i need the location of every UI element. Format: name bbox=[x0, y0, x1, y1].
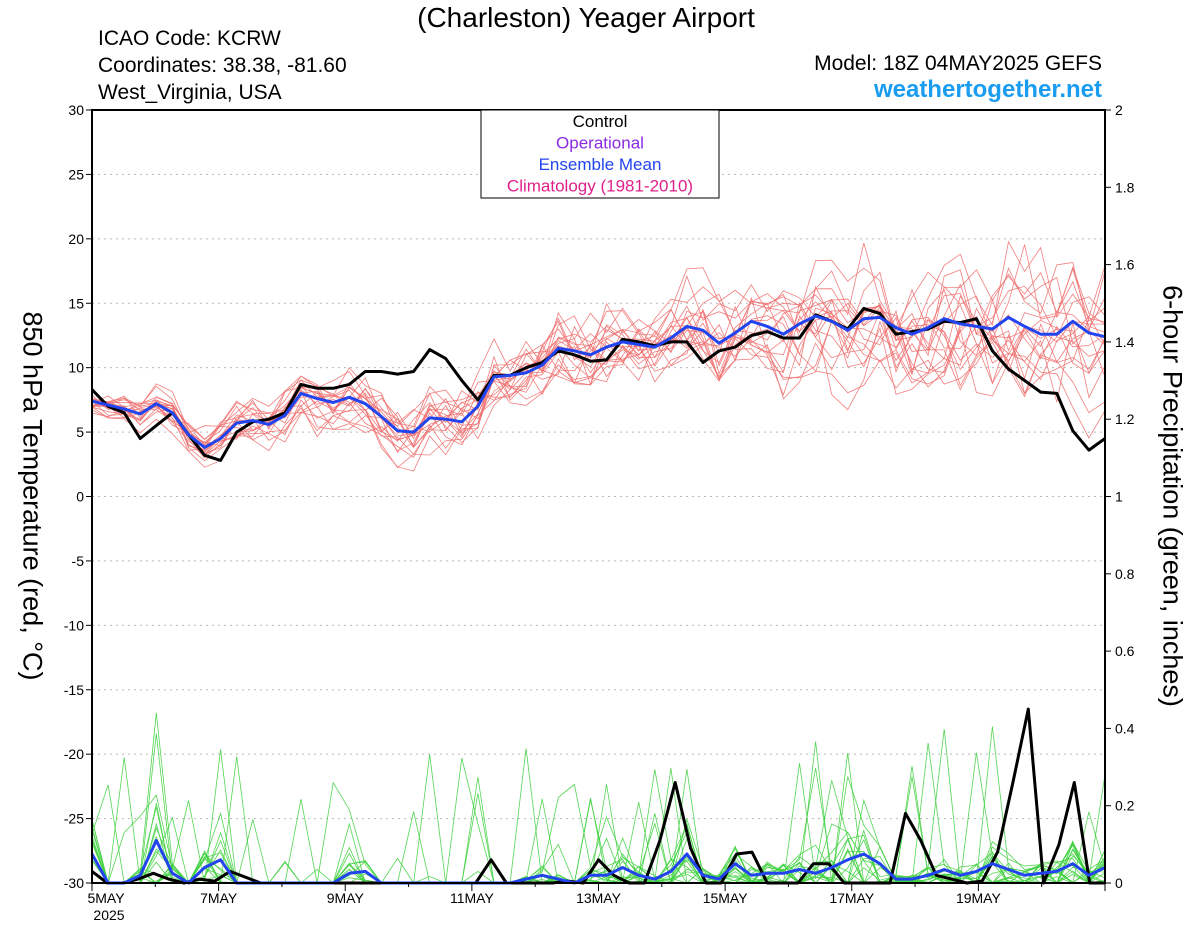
y-tick-label-left: 5 bbox=[76, 424, 84, 440]
y-tick-label-left: -25 bbox=[64, 811, 84, 827]
precip-member-line bbox=[92, 769, 1106, 884]
x-tick-label: 15MAY bbox=[703, 890, 749, 906]
y-tick-label-right: 0.4 bbox=[1115, 720, 1135, 736]
axes: 302520151050-5-10-15-20-25-3021.81.61.41… bbox=[64, 102, 1135, 923]
precip-member-line bbox=[91, 763, 1106, 884]
x-year-label: 2025 bbox=[93, 907, 124, 923]
temp-member-line bbox=[91, 275, 1106, 454]
temp-member-line bbox=[91, 244, 1106, 448]
y-tick-label-left: 25 bbox=[68, 166, 84, 182]
y-tick-label-right: 1.4 bbox=[1115, 334, 1135, 350]
x-tick-label: 7MAY bbox=[200, 890, 238, 906]
y-tick-label-right: 1.6 bbox=[1115, 257, 1135, 273]
y-tick-label-left: 15 bbox=[68, 295, 84, 311]
y-tick-label-right: 1.8 bbox=[1115, 179, 1135, 195]
temp-control-line bbox=[90, 306, 1106, 462]
precip-member-line bbox=[92, 776, 1106, 884]
y-tick-label-left: 30 bbox=[68, 102, 84, 118]
legend-operational: Operational bbox=[556, 134, 644, 153]
y-tick-label-left: 10 bbox=[68, 360, 84, 376]
model-run: Model: 18Z 04MAY2025 GEFS bbox=[814, 52, 1102, 75]
legend-box bbox=[480, 109, 720, 199]
x-tick-label: 17MAY bbox=[829, 890, 875, 906]
y-tick-label-left: 20 bbox=[68, 231, 84, 247]
y-tick-label-left: -30 bbox=[64, 875, 84, 891]
coordinates: Coordinates: 38.38, -81.60 bbox=[98, 54, 347, 77]
legend-climatology: Climatology (1981-2010) bbox=[507, 177, 693, 196]
y-tick-label-right: 0 bbox=[1115, 875, 1123, 891]
y-tick-label-left: 0 bbox=[76, 489, 84, 505]
gridlines bbox=[92, 173, 1105, 820]
temp-member-line bbox=[91, 295, 1106, 472]
y-tick-label-left: -5 bbox=[72, 553, 85, 569]
precip-member-line bbox=[92, 757, 1105, 884]
x-tick-label: 9MAY bbox=[327, 890, 365, 906]
y-tick-label-left: -10 bbox=[64, 617, 84, 633]
y-tick-label-right: 1 bbox=[1115, 489, 1123, 505]
y-tick-label-right: 0.8 bbox=[1115, 566, 1135, 582]
y-tick-label-right: 1.2 bbox=[1115, 411, 1135, 427]
ensemble-members bbox=[91, 240, 1106, 885]
precip-member-line bbox=[91, 752, 1106, 884]
temp-member-line bbox=[91, 267, 1106, 446]
data-series bbox=[90, 306, 1106, 885]
y-tick-label-right: 0.6 bbox=[1115, 643, 1135, 659]
y-tick-label-left: -20 bbox=[64, 746, 84, 762]
temp-member-line bbox=[91, 308, 1106, 458]
legend-control: Control bbox=[573, 112, 628, 131]
region: West_Virginia, USA bbox=[98, 81, 282, 104]
legend-ensemble-mean: Ensemble Mean bbox=[539, 155, 662, 174]
temp-ensemble-mean-line bbox=[91, 314, 1106, 449]
precip-member-line bbox=[92, 766, 1106, 884]
temp-member-line bbox=[91, 311, 1106, 456]
x-tick-label: 5MAY bbox=[87, 890, 125, 906]
x-tick-label: 19MAY bbox=[956, 890, 1002, 906]
temp-member-line bbox=[91, 301, 1106, 459]
y-tick-label-right: 0.2 bbox=[1115, 798, 1135, 814]
legend: Control Operational Ensemble Mean Climatolo… bbox=[480, 109, 720, 199]
temp-member-line bbox=[91, 299, 1106, 469]
chart-title: (Charleston) Yeager Airport bbox=[417, 2, 755, 33]
y-tick-label-right: 2 bbox=[1115, 102, 1123, 118]
temp-member-line bbox=[91, 302, 1106, 452]
x-tick-label: 13MAY bbox=[576, 890, 622, 906]
y-tick-label-left: -15 bbox=[64, 682, 84, 698]
x-tick-label: 11MAY bbox=[450, 890, 494, 906]
icao-code: ICAO Code: KCRW bbox=[98, 27, 281, 50]
site-name: weathertogether.net bbox=[873, 76, 1102, 103]
